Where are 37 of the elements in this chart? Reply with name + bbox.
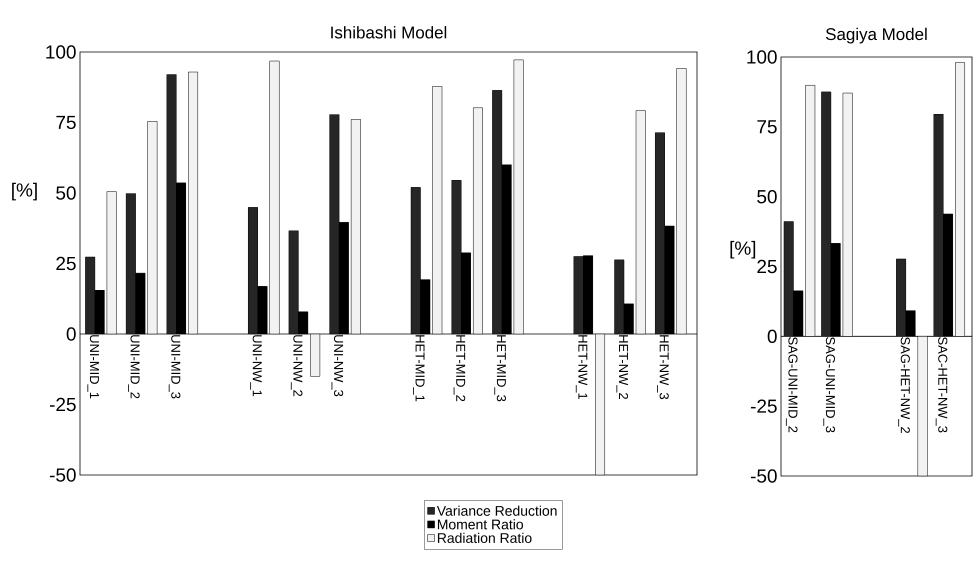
y-tick-label: 0 [66, 327, 76, 341]
x-tick-label: SAC-HET-NW_3 [936, 337, 948, 432]
x-tick-label: HET-NW_3 [657, 335, 669, 400]
y-tick-label: 50 [757, 190, 777, 204]
y-tick-label: 25 [757, 260, 777, 274]
x-tick-label: UNI-MID_1 [87, 335, 99, 398]
x-tick-label: HET-NW_1 [576, 335, 588, 400]
y-axis-title: [%] [730, 240, 756, 259]
x-tick-label: HET-MID_1 [413, 335, 424, 402]
y-tick-label: 25 [56, 256, 76, 270]
y-tick-label: -50 [750, 469, 777, 483]
legend-label: Variance Reduction [436, 506, 557, 516]
y-tick-label: 100 [46, 45, 76, 59]
x-tick-label: UNI-NW_3 [332, 335, 344, 396]
x-tick-label: UNI-NW_2 [290, 335, 302, 396]
x-tick-label: SAG-HET-NW_2 [898, 337, 910, 434]
y-axis-title: [%] [12, 182, 37, 200]
x-tick-label: HET-MID_2 [454, 335, 466, 402]
y-tick-label: 50 [56, 186, 76, 200]
x-tick-label: UNI-NW_1 [250, 335, 262, 396]
y-tick-label: -25 [50, 398, 76, 412]
legend-label: Radiation Ratio [438, 532, 532, 543]
y-tick-label: 100 [747, 50, 777, 64]
x-tick-label: UNI-MID_2 [128, 335, 140, 398]
legend-label: Moment Ratio [438, 519, 524, 530]
x-tick-label: SAG-UNI-MID_2 [786, 337, 798, 432]
x-tick-label: UNI-MID_3 [168, 335, 180, 398]
y-tick-label: 75 [56, 116, 76, 130]
y-tick-label: -25 [750, 399, 777, 413]
x-tick-label: HET-MID_3 [494, 335, 506, 402]
x-tick-label: SAG-UNI-MID_3 [823, 337, 835, 432]
y-tick-label: 0 [768, 330, 777, 344]
chart-title: Sagiya Model [826, 28, 927, 44]
y-tick-label: -50 [50, 468, 76, 482]
chart-title: Ishibashi Model [331, 26, 446, 39]
y-tick-label: 75 [757, 120, 777, 134]
x-tick-label: HET-NW_2 [616, 335, 628, 400]
